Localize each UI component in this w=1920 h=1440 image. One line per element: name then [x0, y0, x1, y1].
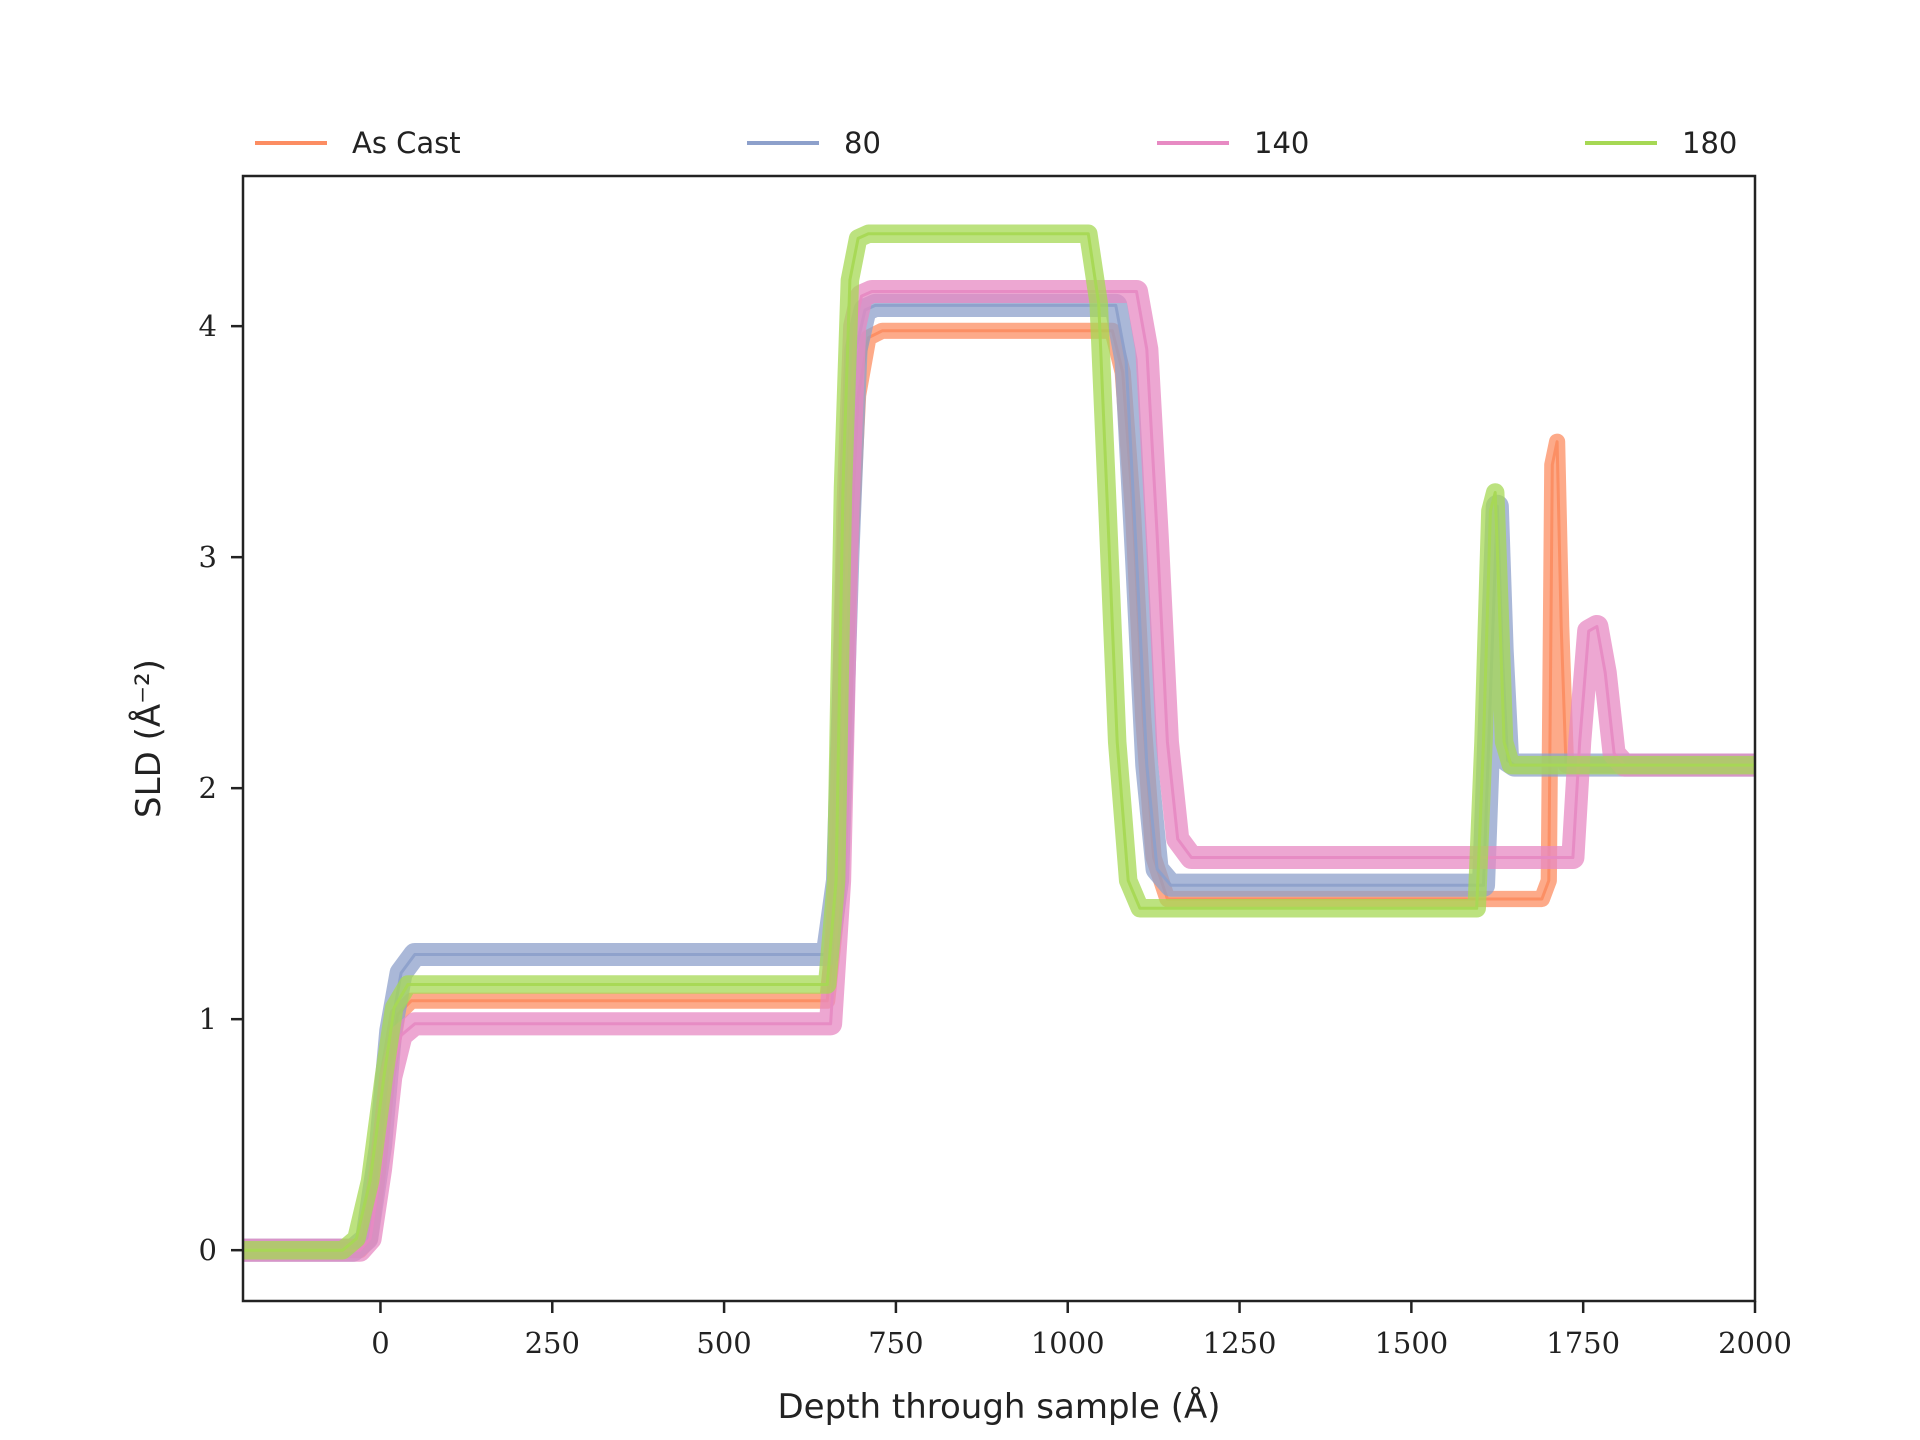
x-tick-label: 1000 [1031, 1326, 1105, 1360]
legend-item: 80 [747, 126, 881, 160]
x-tick-label: 750 [868, 1326, 923, 1360]
series-line [243, 303, 1755, 1252]
legend: As Cast 80 140 180 [255, 126, 1737, 160]
x-tick-label: 1500 [1374, 1326, 1448, 1360]
series-band [243, 224, 1755, 1260]
legend-item: 140 [1157, 126, 1309, 160]
series-80 [243, 293, 1755, 1262]
legend-item: 180 [1585, 126, 1737, 160]
series-180 [243, 224, 1755, 1260]
y-tick-label: 2 [199, 771, 217, 805]
series-line [243, 329, 1755, 1252]
legend-label: 80 [844, 126, 881, 160]
series-band [243, 322, 1755, 1259]
legend-label: As Cast [352, 126, 461, 160]
y-tick-label: 0 [199, 1233, 217, 1267]
y-tick-label: 4 [199, 309, 217, 343]
legend-item: As Cast [255, 126, 461, 160]
x-tick-label: 1750 [1546, 1326, 1620, 1360]
x-tick-label: 0 [371, 1326, 389, 1360]
x-tick-label: 250 [525, 1326, 580, 1360]
y-axis-label: SLD (Å⁻²) [128, 659, 169, 818]
x-axis-label: Depth through sample (Å) [778, 1386, 1221, 1427]
y-tick-label: 1 [199, 1002, 217, 1036]
series-as-cast [243, 322, 1755, 1259]
series-line [243, 232, 1755, 1252]
plot-area [241, 174, 1757, 1303]
x-tick-label: 500 [696, 1326, 751, 1360]
y-tick-label: 3 [199, 540, 217, 574]
y-axis: 0 1 2 3 4 [199, 309, 243, 1267]
axes-frame [241, 174, 1757, 1303]
series-band [243, 293, 1755, 1262]
series-layer [243, 224, 1755, 1262]
x-axis: 0 250 500 750 1000 1250 1500 1750 2000 [371, 1301, 1792, 1360]
legend-label: 180 [1682, 126, 1737, 160]
x-tick-label: 2000 [1718, 1326, 1792, 1360]
x-tick-label: 1250 [1203, 1326, 1277, 1360]
legend-label: 140 [1254, 126, 1309, 160]
